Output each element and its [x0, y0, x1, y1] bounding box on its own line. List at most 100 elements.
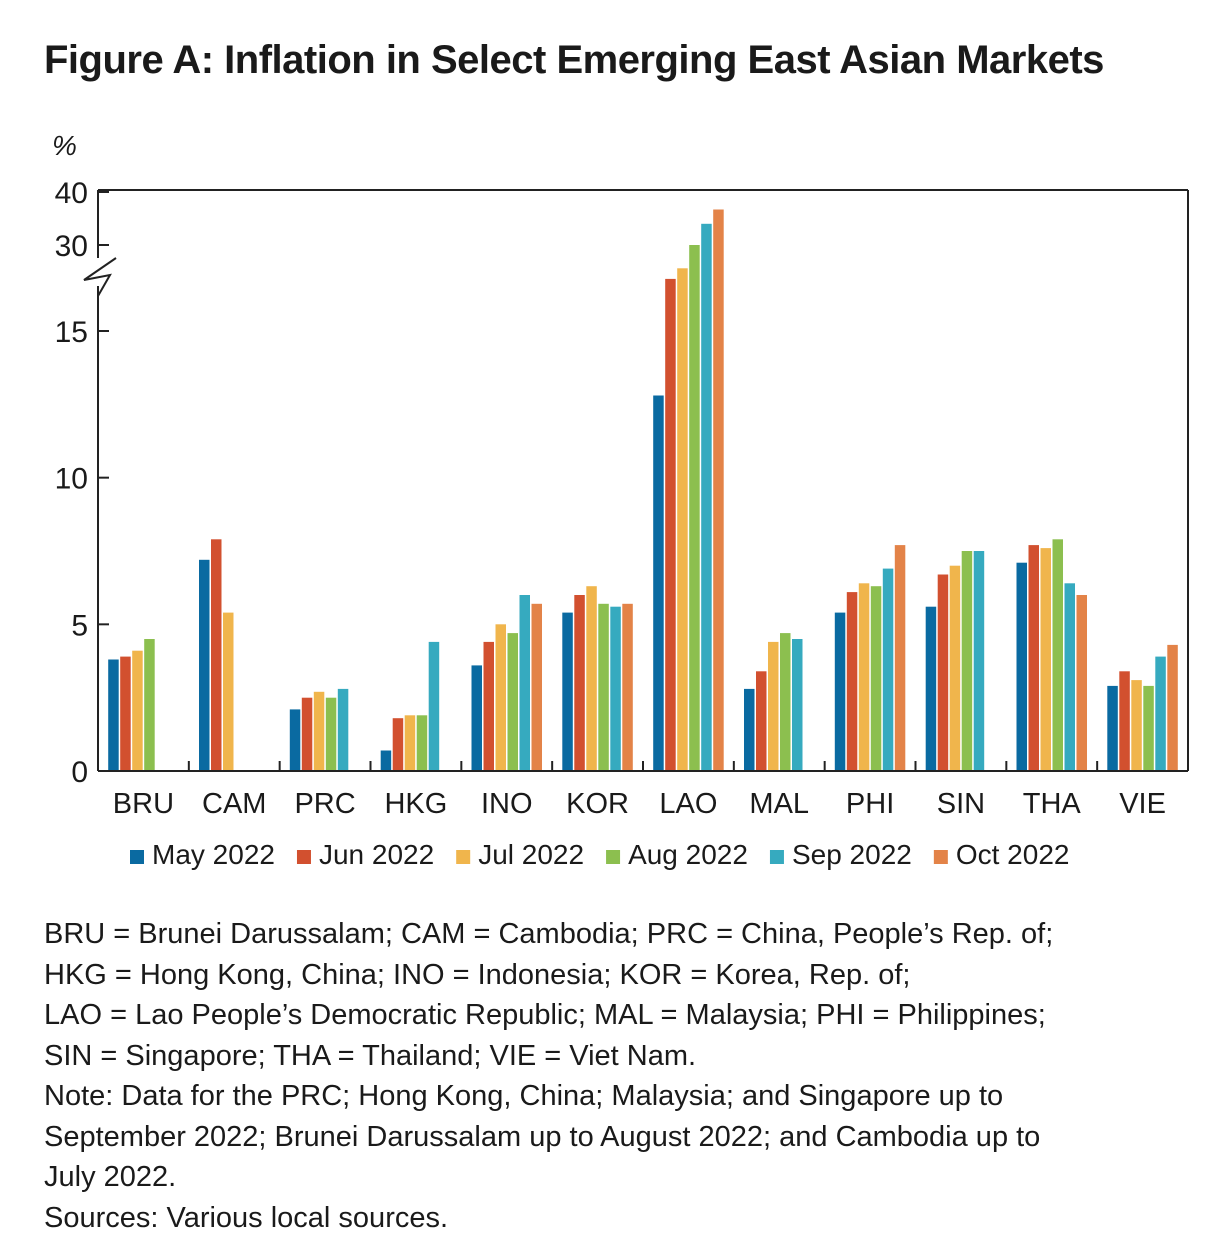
legend-label: Jul 2022 — [478, 839, 584, 870]
legend-label: Oct 2022 — [956, 839, 1070, 870]
bar — [792, 639, 803, 771]
bar — [562, 613, 573, 771]
bar — [701, 224, 712, 771]
note-line: Note: Data for the PRC; Hong Kong, China… — [44, 1076, 1204, 1117]
bar — [574, 595, 585, 771]
note-line: July 2022. — [44, 1157, 1204, 1198]
bar — [496, 624, 507, 771]
bar — [1131, 680, 1142, 771]
bar — [108, 660, 119, 772]
bar — [689, 245, 700, 771]
legend-swatch — [130, 850, 144, 864]
bar — [610, 607, 621, 771]
legend-label: Jun 2022 — [319, 839, 434, 870]
bar — [1017, 563, 1028, 771]
axis-break-mark — [84, 258, 116, 296]
bar — [1119, 671, 1130, 771]
bar — [1143, 686, 1154, 771]
chart-notes: BRU = Brunei Darussalam; CAM = Cambodia;… — [44, 914, 1204, 1238]
bars-layer — [108, 210, 1178, 772]
bar — [199, 560, 210, 771]
bar — [598, 604, 609, 771]
bar — [835, 613, 846, 771]
bar — [768, 642, 779, 771]
bar — [756, 671, 767, 771]
bar — [974, 551, 985, 771]
y-tick-label: 10 — [55, 463, 88, 496]
bar — [1041, 548, 1052, 771]
bar — [290, 709, 301, 771]
bar — [665, 279, 676, 771]
bar — [1029, 545, 1040, 771]
y-tick-label: 5 — [71, 609, 88, 642]
bar — [1155, 657, 1166, 771]
x-tick-label: THA — [1023, 788, 1082, 820]
note-line: LAO = Lao People’s Democratic Republic; … — [44, 995, 1204, 1036]
bar — [859, 583, 870, 771]
bar — [962, 551, 973, 771]
bar — [1053, 539, 1064, 771]
bar — [338, 689, 349, 771]
x-tick-label: SIN — [937, 788, 985, 820]
x-tick-label: CAM — [202, 788, 266, 820]
bar — [895, 545, 906, 771]
legend-label: Aug 2022 — [628, 839, 748, 870]
bar — [780, 633, 791, 771]
bar — [883, 569, 894, 771]
note-line: SIN = Singapore; THA = Thailand; VIE = V… — [44, 1036, 1204, 1077]
x-tick-label: PHI — [846, 788, 894, 820]
x-tick-label: INO — [481, 788, 533, 820]
bar — [520, 595, 531, 771]
legend-label: May 2022 — [152, 839, 275, 870]
bar — [744, 689, 755, 771]
y-tick-label: 0 — [71, 756, 88, 789]
bar — [302, 698, 313, 771]
bar — [871, 586, 882, 771]
x-tick-label: HKG — [384, 788, 447, 820]
bar — [484, 642, 495, 771]
bar — [314, 692, 325, 771]
bar — [472, 665, 483, 771]
bar — [429, 642, 440, 771]
bar — [393, 718, 404, 771]
bar — [417, 715, 428, 771]
bar — [622, 604, 633, 771]
bar — [532, 604, 543, 771]
bar — [120, 657, 131, 771]
bar — [1167, 645, 1178, 771]
legend: May 2022 Jun 2022 Jul 2022 Aug 2022 Sep 2022… — [130, 839, 1069, 870]
bar — [1077, 595, 1088, 771]
bar — [713, 210, 724, 772]
y-tick-label: 15 — [55, 316, 88, 349]
y-tick-label: 40 — [55, 177, 88, 210]
y-axis-unit-label: % — [52, 130, 77, 161]
bar — [144, 639, 155, 771]
x-tick-label: PRC — [294, 788, 355, 820]
y-tick-label: 30 — [55, 230, 88, 263]
bar — [1107, 686, 1118, 771]
bar — [1065, 583, 1076, 771]
note-line: Sources: Various local sources. — [44, 1198, 1204, 1238]
bar — [950, 566, 961, 771]
x-tick-label: MAL — [749, 788, 809, 820]
legend-swatch — [456, 850, 470, 864]
bar — [132, 651, 143, 771]
bar — [653, 396, 664, 772]
x-tick-label: LAO — [659, 788, 717, 820]
bar — [677, 268, 688, 771]
bar — [381, 751, 392, 772]
bar — [211, 539, 222, 771]
bar — [586, 586, 597, 771]
bar — [223, 613, 234, 771]
bar — [508, 633, 519, 771]
legend-swatch — [297, 850, 311, 864]
legend-swatch — [606, 850, 620, 864]
legend-swatch — [770, 850, 784, 864]
note-line: HKG = Hong Kong, China; INO = Indonesia;… — [44, 955, 1204, 996]
note-line: September 2022; Brunei Darussalam up to … — [44, 1117, 1204, 1158]
bar — [847, 592, 858, 771]
legend-label: Sep 2022 — [792, 839, 912, 870]
legend-swatch — [934, 850, 948, 864]
bar — [326, 698, 337, 771]
